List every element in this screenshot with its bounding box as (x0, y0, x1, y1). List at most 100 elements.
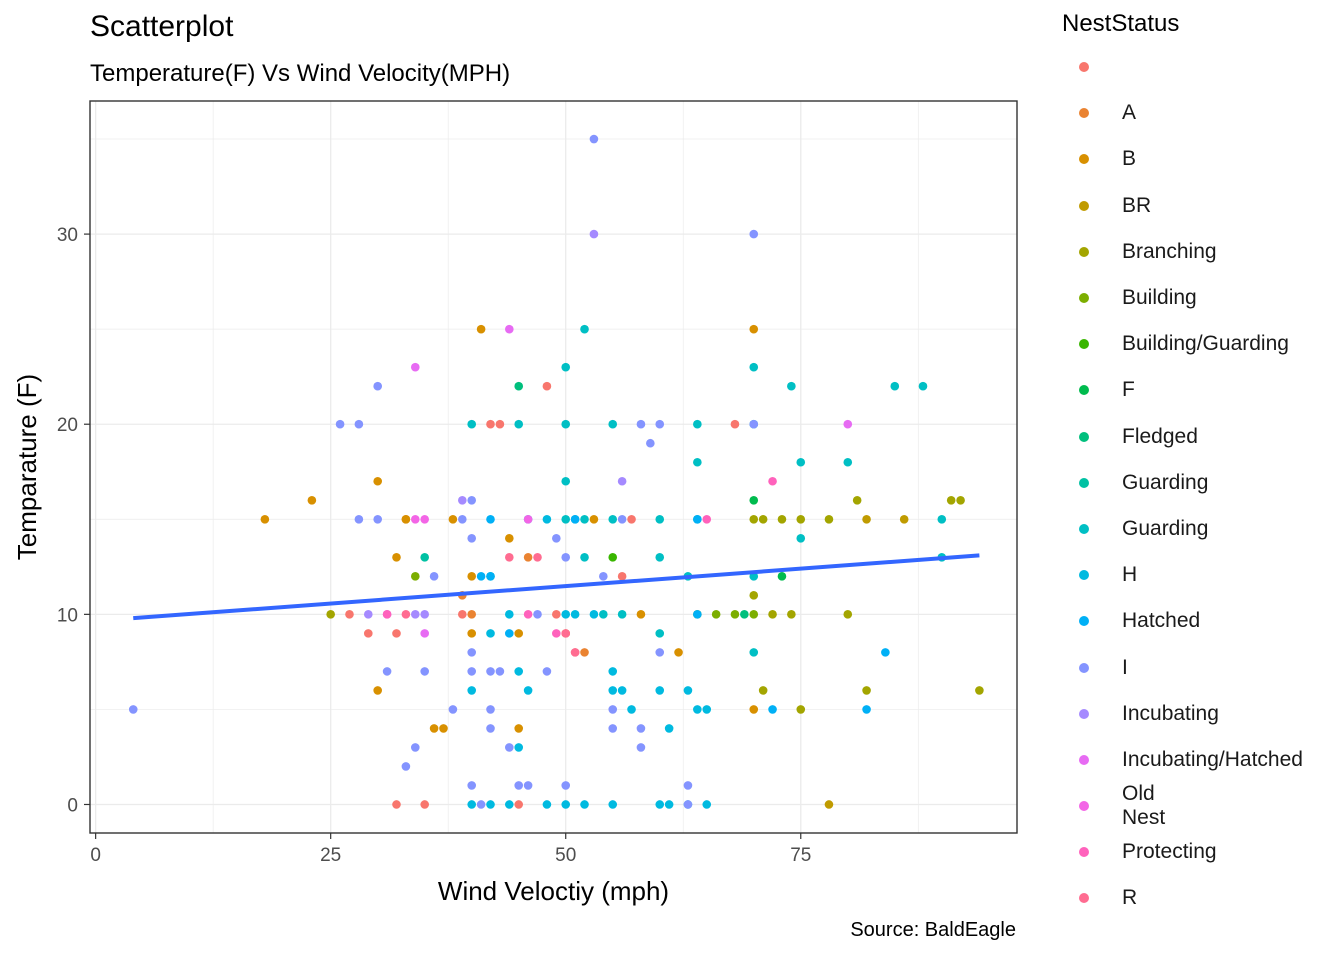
data-point (373, 514, 382, 524)
data-point (862, 705, 871, 714)
grid-lines (90, 101, 1017, 833)
data-point (439, 724, 448, 733)
data-point (420, 800, 429, 809)
data-point (627, 514, 636, 524)
legend-key-dot (1079, 523, 1089, 534)
data-point (552, 533, 561, 543)
data-point (693, 705, 702, 714)
data-point (561, 629, 571, 638)
data-point (476, 572, 486, 581)
data-point (486, 667, 495, 676)
data-point (561, 476, 571, 486)
data-point (392, 553, 401, 562)
y-tick-label: 10 (57, 605, 78, 626)
data-point (552, 629, 561, 638)
data-point (392, 800, 401, 809)
data-point (373, 476, 382, 486)
data-point (326, 610, 335, 619)
legend-item: R (1062, 875, 1179, 921)
data-point (420, 514, 429, 524)
legend-label: A (1122, 101, 1137, 125)
data-point (392, 629, 401, 638)
legend-label: Old Nest (1122, 782, 1166, 830)
data-point (467, 667, 477, 676)
data-point (655, 553, 665, 562)
data-point (608, 667, 618, 676)
data-point (523, 781, 533, 790)
data-point (843, 419, 853, 429)
data-point (777, 514, 787, 524)
data-point (354, 514, 364, 524)
data-point (608, 419, 618, 429)
y-tick-label: 20 (57, 415, 78, 436)
data-point (956, 495, 965, 505)
data-point (410, 362, 420, 372)
data-point (533, 610, 542, 619)
data-point (523, 610, 533, 619)
data-point (363, 629, 373, 638)
legend-label: Incubating/Hatched (1122, 747, 1303, 771)
legend-item: Building (1062, 275, 1197, 321)
data-point (655, 800, 665, 809)
legend-title: NestStatus (1062, 10, 1180, 37)
data-point (899, 514, 909, 524)
legend-item: Building/Guarding (1062, 321, 1289, 367)
data-point (664, 800, 674, 809)
data-point (824, 514, 834, 524)
data-point (523, 686, 533, 695)
data-point (749, 419, 759, 429)
data-point (589, 229, 599, 239)
data-point (514, 800, 524, 809)
legend-key-dot (1079, 801, 1089, 812)
data-point (693, 419, 702, 429)
legend-item: Protecting (1062, 829, 1217, 875)
data-point (458, 495, 467, 505)
legend-key-dot (1079, 431, 1089, 442)
data-point (363, 610, 373, 619)
data-point (636, 743, 646, 752)
data-point (514, 419, 524, 429)
legend-item: Old Nest (1062, 782, 1179, 830)
data-point (561, 514, 571, 524)
legend-key-dot (1079, 385, 1089, 396)
data-point (749, 591, 759, 600)
data-point (730, 419, 740, 429)
data-point (570, 610, 580, 619)
trend-line-group (133, 553, 980, 621)
legend-label: F (1122, 378, 1135, 402)
data-point (429, 572, 439, 581)
data-point (458, 610, 467, 619)
data-point (777, 572, 787, 581)
data-point (749, 495, 759, 505)
data-point (796, 533, 806, 543)
data-point (702, 705, 712, 714)
chart-caption: Source: BaldEagle (850, 919, 1016, 941)
data-point (467, 610, 477, 619)
data-point (881, 648, 890, 657)
legend-label: B (1122, 147, 1137, 171)
data-point (768, 476, 777, 486)
data-point (410, 610, 420, 619)
data-point (505, 324, 514, 334)
data-point (617, 610, 627, 619)
data-point (552, 610, 561, 619)
data-point (580, 324, 589, 334)
data-point (946, 495, 956, 505)
data-point (617, 476, 627, 486)
x-tick-label: 0 (90, 845, 101, 866)
data-point (693, 514, 702, 524)
data-point (655, 648, 665, 657)
legend-label: Protecting (1122, 840, 1217, 864)
data-point (467, 781, 477, 790)
legend-item: Hatched (1062, 598, 1200, 644)
data-point (514, 743, 524, 752)
data-point (420, 629, 429, 638)
data-point (401, 762, 411, 771)
y-tick-label: 30 (57, 225, 78, 246)
legend-item: A (1062, 90, 1179, 136)
data-point (561, 362, 571, 372)
axes: 0 25 50 75 0 10 20 30 Wind Veloctiy (mph) Tempara… (12, 225, 811, 906)
data-point (561, 553, 571, 562)
data-point (627, 705, 636, 714)
legend-item: Incubating (1062, 691, 1219, 737)
